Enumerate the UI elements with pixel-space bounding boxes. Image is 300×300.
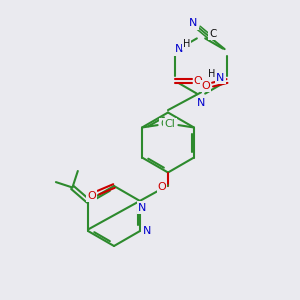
Text: Cl: Cl — [164, 119, 175, 129]
Text: O: O — [87, 190, 96, 201]
Text: C: C — [209, 29, 217, 39]
Text: N: N — [216, 73, 225, 83]
Text: N: N — [174, 44, 183, 55]
Text: O: O — [158, 182, 166, 192]
Text: N: N — [138, 202, 147, 213]
Text: N: N — [197, 98, 205, 108]
Text: H: H — [183, 39, 190, 50]
Text: O: O — [194, 76, 203, 86]
Text: Cl: Cl — [160, 119, 172, 129]
Text: N: N — [142, 226, 151, 236]
Text: N: N — [189, 18, 198, 28]
Text: H: H — [208, 69, 216, 80]
Text: O: O — [202, 81, 210, 91]
